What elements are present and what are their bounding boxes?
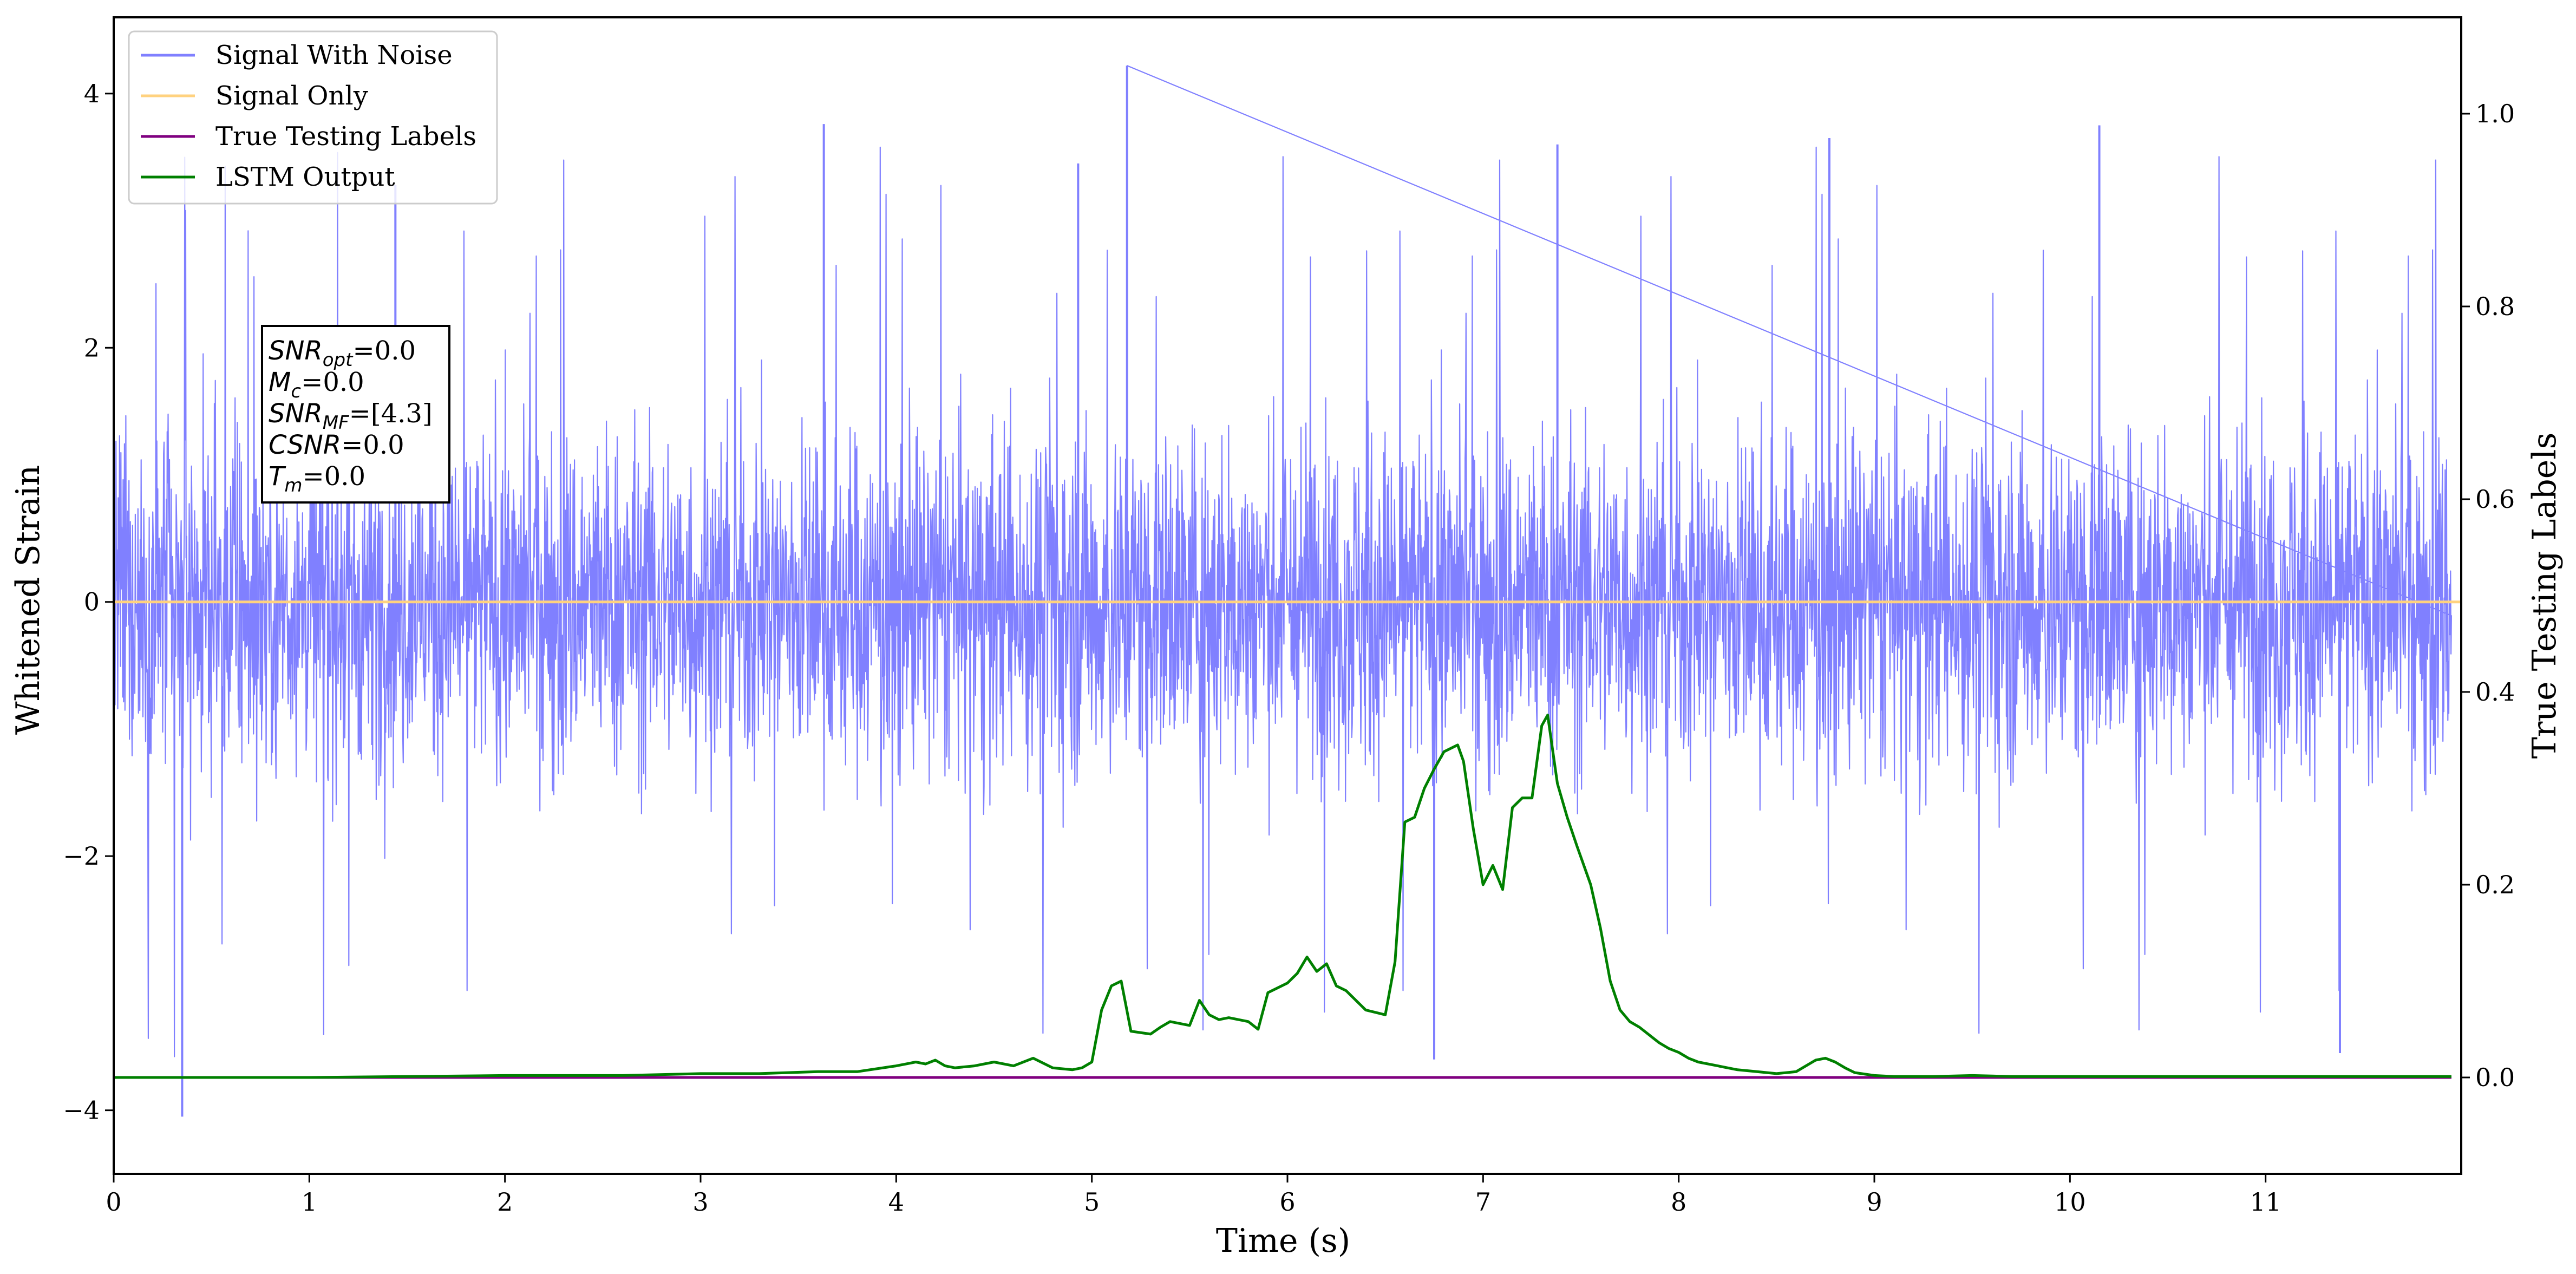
x-tick-label: 2 <box>497 1187 513 1217</box>
y-tick-label-left: 2 <box>84 333 100 362</box>
y-tick-label-left: 0 <box>84 587 100 617</box>
x-tick-label: 3 <box>692 1187 708 1217</box>
x-tick-label: 10 <box>2054 1187 2086 1217</box>
lines-layer <box>114 600 2461 1079</box>
y-tick-label-right: 1.0 <box>2475 99 2515 128</box>
legend-label: True Testing Labels <box>215 121 476 152</box>
legend-label: LSTM Output <box>215 162 395 192</box>
y-axis-label-right: True Testing Labels <box>2526 433 2564 759</box>
annotation-box: SNRopt=0.0 Mc=0.0 SNRMF=[4.3] CSNR=0.0 T… <box>261 325 450 504</box>
annotation-line: CSNR=0.0 <box>269 430 404 460</box>
legend-item-signal-only: Signal Only <box>141 81 368 111</box>
y-tick-label-right: 0.8 <box>2475 292 2515 321</box>
x-axis-label: Time (s) <box>1216 1222 1350 1260</box>
legend-label: Signal With Noise <box>215 40 453 70</box>
y-axis-label-left: Whitened Strain <box>9 465 47 735</box>
lstm-output-line <box>114 714 2451 1079</box>
annotation-line: SNRopt=0.0 <box>269 336 416 371</box>
legend-box <box>128 30 498 205</box>
y-tick-label-left: −2 <box>63 841 100 871</box>
legend: Signal With Noise Signal Only True Testi… <box>128 30 498 205</box>
y-tick-label-right: 0.4 <box>2475 677 2515 707</box>
x-tick-label: 4 <box>888 1187 904 1217</box>
x-tick-label: 1 <box>302 1187 317 1217</box>
signal-with-noise-line <box>114 65 2452 1057</box>
legend-item-lstm-output: LSTM Output <box>141 162 395 192</box>
annotation-line: SNRMF=[4.3] <box>269 398 433 434</box>
x-tick-label: 8 <box>1671 1187 1686 1217</box>
x-tick-label: 7 <box>1475 1187 1491 1217</box>
x-tick-label: 5 <box>1084 1187 1100 1217</box>
signal-with-noise-series <box>114 65 2452 1117</box>
legend-label: Signal Only <box>215 81 368 111</box>
x-tick-label: 6 <box>1279 1187 1295 1217</box>
y-tick-label-left: 4 <box>84 79 100 108</box>
x-tick-label: 9 <box>1866 1187 1882 1217</box>
annotation-line: Tm=0.0 <box>269 461 365 496</box>
y-tick-label-right: 0.2 <box>2475 870 2515 899</box>
legend-item-true-testing-labels: True Testing Labels <box>141 121 476 152</box>
y-tick-label-right: 0.0 <box>2475 1063 2515 1092</box>
annotation-line: Mc=0.0 <box>269 367 364 402</box>
y-tick-label-right: 0.6 <box>2475 485 2515 514</box>
annotation-frame <box>261 325 450 504</box>
legend-item-signal-with-noise: Signal With Noise <box>141 40 453 70</box>
y-tick-label-left: −4 <box>63 1096 100 1125</box>
x-tick-label: 0 <box>106 1187 121 1217</box>
x-tick-label: 11 <box>2250 1187 2281 1217</box>
axis-ticks: 0 1 2 3 4 5 6 7 8 9 10 11 −4 −2 0 2 4 0.0 0.2 0.4 0.6 0.8 1.0 <box>63 79 2515 1217</box>
